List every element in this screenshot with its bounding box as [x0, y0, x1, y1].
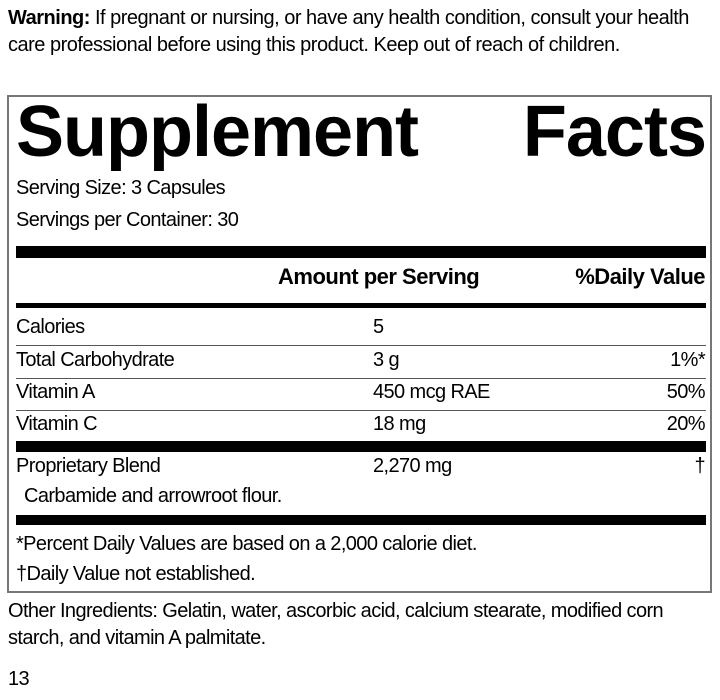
row-divider — [16, 345, 706, 346]
title-word-1: Supplement — [16, 92, 419, 172]
thick-divider — [16, 246, 706, 258]
row-daily-value: † — [694, 455, 705, 477]
blend-ingredients: Carbamide and arrowroot flour. — [24, 485, 282, 507]
row-amount: 450 mcg RAE — [373, 381, 490, 403]
row-name: Calories — [16, 316, 85, 338]
thick-divider — [16, 515, 706, 525]
row-name: Vitamin A — [16, 381, 95, 403]
title-word-2: Facts — [522, 92, 707, 172]
footnote-dv-not-established: †Daily Value not established. — [16, 563, 256, 585]
thick-divider — [16, 441, 706, 452]
row-daily-value: 1%* — [670, 349, 705, 371]
row-divider — [16, 410, 706, 411]
row-amount: 3 g — [373, 349, 400, 371]
row-amount: 18 mg — [373, 413, 426, 435]
row-daily-value: 50% — [666, 381, 706, 403]
row-name: Proprietary Blend — [16, 455, 161, 477]
panel-title: Supplement Facts — [16, 92, 707, 172]
row-divider — [16, 378, 706, 379]
row-amount: 2,270 mg — [373, 455, 452, 477]
header-daily-value: %Daily Value — [575, 264, 705, 289]
warning-label: Warning: — [8, 7, 90, 29]
servings-per-container: Servings per Container: 30 — [16, 209, 239, 231]
footnote-percent-dv: *Percent Daily Values are based on a 2,0… — [16, 533, 477, 555]
row-name: Total Carbohydrate — [16, 349, 175, 371]
serving-size: Serving Size: 3 Capsules — [16, 177, 226, 199]
other-ingredients: Other Ingredients: Gelatin, water, ascor… — [8, 600, 664, 649]
header-amount: Amount per Serving — [278, 264, 480, 289]
warning-text: Warning: If pregnant or nursing, or have… — [8, 5, 713, 59]
warning-body: If pregnant or nursing, or have any heal… — [8, 7, 689, 56]
medium-divider — [16, 303, 706, 308]
row-daily-value: 20% — [666, 413, 706, 435]
page-number: 13 — [8, 668, 30, 690]
row-amount: 5 — [373, 316, 384, 338]
supplement-facts-panel — [7, 95, 712, 593]
row-name: Vitamin C — [16, 413, 98, 435]
